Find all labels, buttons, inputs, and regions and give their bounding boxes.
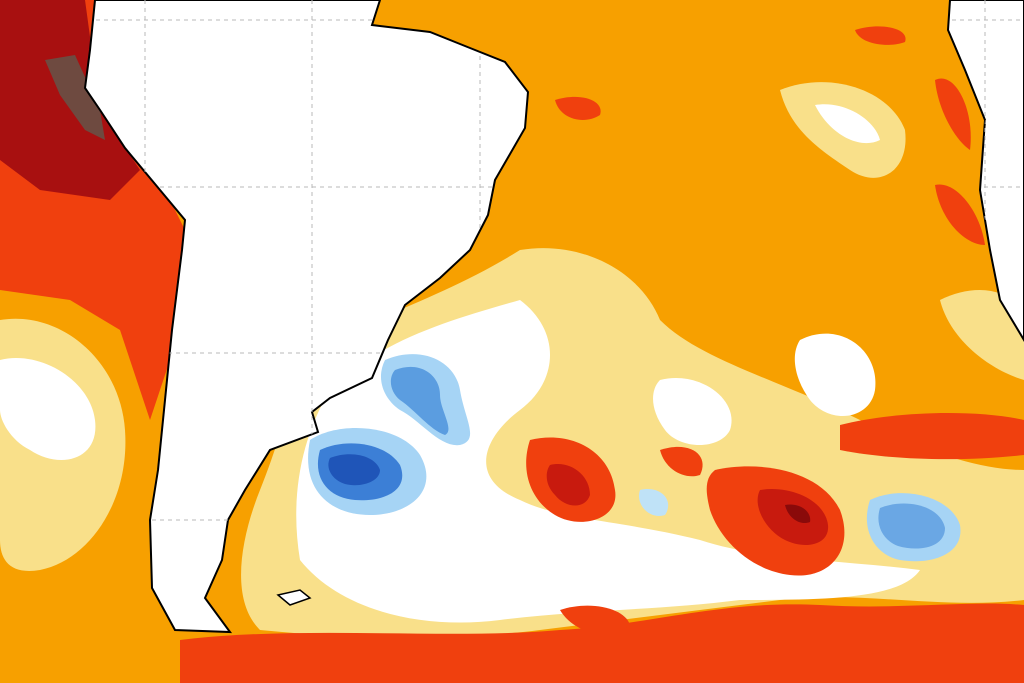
warm-patch [935,78,971,150]
warm-patch [560,605,630,634]
colder-region [328,454,380,486]
warm-patch [935,184,985,245]
mild-patch [940,290,1024,380]
cold-region [878,503,945,549]
cold-region [390,366,449,435]
warm-patch [660,446,703,477]
warm-band [180,603,1024,683]
extreme-region [45,55,105,140]
neutral-region [0,358,96,460]
warm-patch [855,26,906,45]
island [276,589,312,606]
neutral-patch [794,333,876,417]
cool-patch [639,489,669,516]
neutral-patch [815,104,880,144]
south-america-land [83,0,530,634]
hot-patch [546,464,590,506]
warm-band [840,413,1024,460]
extreme-patch [785,504,811,524]
warm-patch [555,96,601,120]
neutral-patch [653,378,732,445]
